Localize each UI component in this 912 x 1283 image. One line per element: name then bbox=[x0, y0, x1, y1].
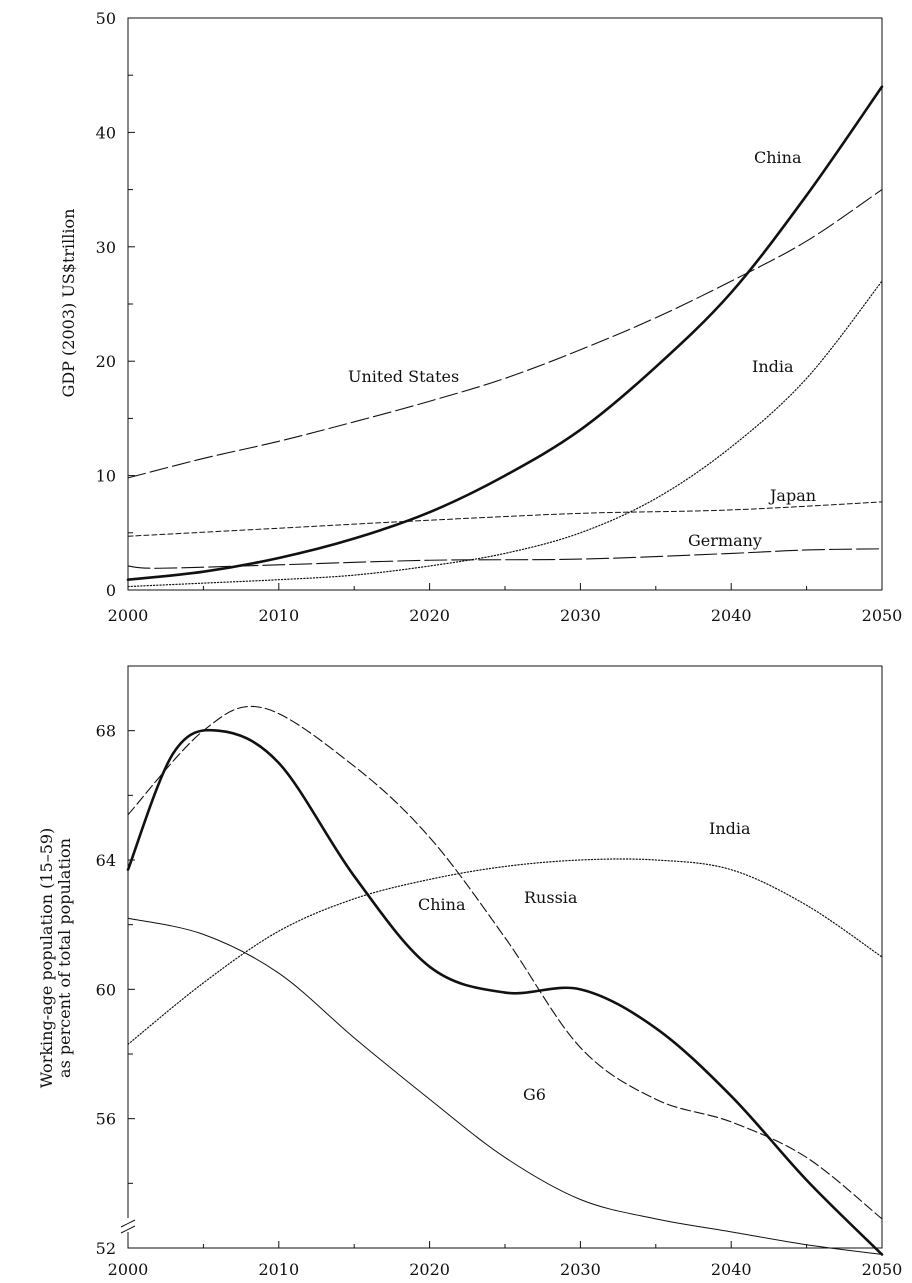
gdp-series-germany bbox=[127, 548, 883, 569]
population-chart: 2000 2010 2020 2030 2040 2050 52 56 60 64 68 Worki… bbox=[37, 665, 903, 1279]
gdp-y-tick-label: 0 bbox=[106, 581, 116, 600]
population-series-g6 bbox=[127, 917, 883, 1255]
gdp-x-tick-label: 2040 bbox=[711, 606, 752, 625]
gdp-series-united-states bbox=[127, 189, 883, 479]
population-x-tick-label: 2000 bbox=[108, 1260, 149, 1279]
gdp-label-germany: Germany bbox=[688, 531, 762, 550]
population-x-tick-label: 2020 bbox=[409, 1260, 450, 1279]
gdp-y-tick-label: 10 bbox=[96, 467, 116, 486]
population-label-g6: G6 bbox=[523, 1085, 546, 1104]
gdp-series-japan bbox=[127, 501, 883, 537]
population-x-tick-label: 2040 bbox=[711, 1260, 752, 1279]
gdp-x-tick-label: 2050 bbox=[862, 606, 903, 625]
gdp-label-india: India bbox=[752, 357, 794, 376]
gdp-y-tick-label: 20 bbox=[96, 352, 116, 371]
population-series-india bbox=[127, 858, 883, 1045]
population-y-axis-title-line2: as percent of total population bbox=[55, 838, 74, 1078]
gdp-x-tick-label: 2010 bbox=[258, 606, 299, 625]
population-plot-frame bbox=[127, 665, 883, 1249]
gdp-y-tick-label: 30 bbox=[96, 238, 116, 257]
gdp-x-tick-label: 2000 bbox=[108, 606, 149, 625]
population-series-group bbox=[126, 705, 884, 1256]
population-x-tick-label: 2010 bbox=[258, 1260, 299, 1279]
population-y-tick-label: 56 bbox=[96, 1110, 116, 1129]
gdp-series-india bbox=[127, 280, 883, 588]
gdp-y-axis-title: GDP (2003) US$trillion bbox=[59, 209, 78, 398]
population-y-tick-label: 52 bbox=[96, 1239, 116, 1258]
axis-break-icon bbox=[120, 1219, 136, 1234]
gdp-y-tick-label: 40 bbox=[96, 123, 116, 142]
population-label-china: China bbox=[418, 895, 466, 914]
population-x-tick-label: 2030 bbox=[560, 1260, 601, 1279]
gdp-label-united-states: United States bbox=[348, 367, 459, 386]
population-series-china bbox=[126, 728, 884, 1256]
population-label-russia: Russia bbox=[524, 888, 578, 907]
population-x-tick-label: 2050 bbox=[862, 1260, 903, 1279]
population-tick-group: 2000 2010 2020 2030 2040 2050 52 56 60 64 68 bbox=[96, 722, 903, 1279]
gdp-series-group bbox=[126, 85, 884, 588]
gdp-x-tick-label: 2030 bbox=[560, 606, 601, 625]
population-y-tick-label: 64 bbox=[96, 851, 116, 870]
population-y-tick-label: 60 bbox=[96, 980, 116, 999]
gdp-y-tick-label: 50 bbox=[96, 9, 116, 28]
population-y-tick-label: 68 bbox=[96, 722, 116, 741]
population-series-russia bbox=[127, 705, 883, 1220]
population-y-axis-title-line1: Working-age population (15–59) bbox=[37, 828, 56, 1089]
gdp-x-tick-label: 2020 bbox=[409, 606, 450, 625]
gdp-label-china: China bbox=[754, 148, 802, 167]
gdp-series-china bbox=[126, 85, 884, 581]
gdp-plot-frame bbox=[127, 17, 883, 591]
population-label-india: India bbox=[709, 819, 751, 838]
gdp-label-japan: Japan bbox=[768, 486, 816, 505]
